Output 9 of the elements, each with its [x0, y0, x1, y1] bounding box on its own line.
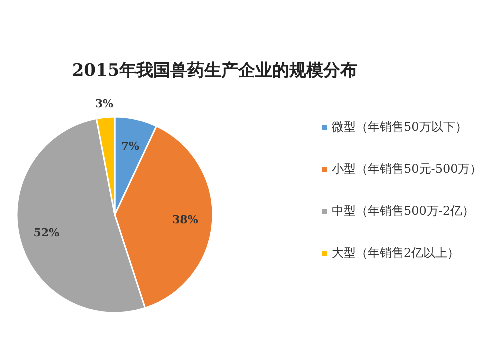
legend-label: 中型（年销售500万-2亿） — [332, 204, 475, 218]
chart-title: 2015年我国兽药生产企业的规模分布 — [72, 61, 358, 81]
data-label: 52% — [34, 226, 60, 240]
legend-label: 小型（年销售50元-500万） — [332, 162, 482, 176]
data-label: 3% — [95, 97, 114, 110]
data-label: 38% — [172, 213, 199, 226]
legend-label: 大型（年销售2亿以上） — [332, 246, 460, 260]
data-label: 7% — [121, 140, 140, 154]
legend-label: 微型（年销售50万以下） — [332, 120, 468, 134]
